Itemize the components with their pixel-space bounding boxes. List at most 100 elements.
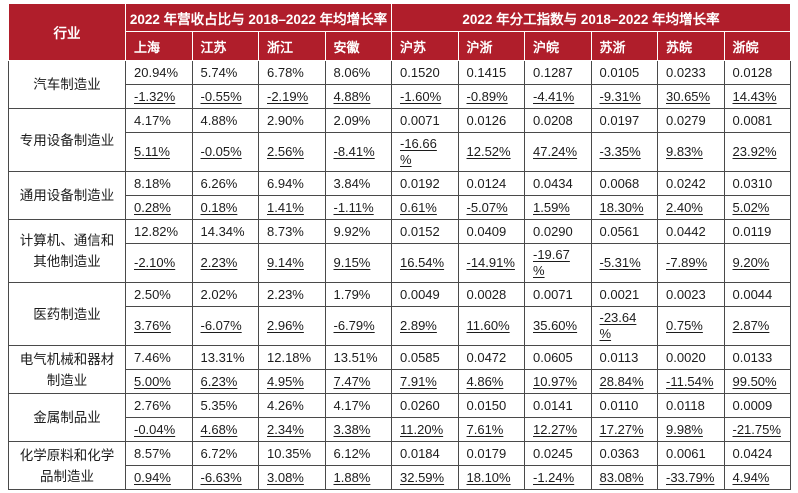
column-header: 沪苏: [391, 31, 459, 61]
value-cell: 0.0279: [657, 108, 725, 133]
value-cell: 0.1520: [391, 60, 459, 85]
value-cell: 8.57%: [125, 441, 193, 466]
growth-cell: -0.89%: [457, 84, 525, 109]
table-row-values: 化学原料和化学品制造业 8.57% 6.72% 10.35% 6.12% 0.0184 0.…: [8, 441, 791, 490]
growth-cell: 12.52%: [457, 132, 525, 172]
value-cell: 0.0124: [457, 171, 525, 196]
value-cell: 0.0119: [723, 219, 791, 244]
growth-cell: 28.84%: [590, 369, 658, 394]
growth-cell: 4.68%: [191, 417, 259, 442]
value-cell: 0.0409: [457, 219, 525, 244]
value-cell: 12.82%: [125, 219, 193, 244]
value-cell: 0.0113: [590, 345, 658, 370]
growth-cell: 18.10%: [457, 465, 525, 490]
table-row-values: 金属制品业 2.76% 5.35% 4.26% 4.17% 0.0260 0.0150 0.0…: [8, 393, 791, 442]
growth-cell: 2.89%: [391, 306, 459, 346]
value-cell: 0.0242: [657, 171, 725, 196]
growth-cell: 9.83%: [657, 132, 725, 172]
table-row-values: 电气机械和器材制造业 7.46% 13.31% 12.18% 13.51% 0.0585 0…: [8, 345, 791, 394]
growth-cell: -9.31%: [590, 84, 658, 109]
value-cell: 0.0363: [590, 441, 658, 466]
table-row-growth: -1.32% -0.55% -2.19% 4.88% -1.60% -0.89% -4.41…: [9, 84, 791, 109]
group-header-row: 行业 2022 年营收占比与 2018–2022 年均增长率 2022 年分工指…: [8, 3, 791, 61]
value-cell: 4.88%: [191, 108, 259, 133]
column-header: 江苏: [191, 31, 259, 61]
value-cell: 0.0442: [657, 219, 725, 244]
value-cell: 20.94%: [125, 60, 193, 85]
growth-cell: 3.08%: [258, 465, 326, 490]
growth-cell: -3.35%: [590, 132, 658, 172]
growth-cell: 83.08%: [590, 465, 658, 490]
growth-cell: -0.04%: [125, 417, 193, 442]
value-cell: 0.0128: [723, 60, 791, 85]
growth-cell: -4.41%: [524, 84, 592, 109]
value-cell: 2.23%: [258, 282, 326, 307]
growth-cell: 1.88%: [324, 465, 392, 490]
value-cell: 0.0585: [391, 345, 459, 370]
value-cell: 6.78%: [258, 60, 326, 85]
value-cell: 0.0081: [723, 108, 791, 133]
value-cell: 2.50%: [125, 282, 193, 307]
growth-cell: 0.75%: [657, 306, 725, 346]
column-header: 苏浙: [590, 31, 658, 61]
growth-cell: -1.24%: [524, 465, 592, 490]
growth-cell: -11.54%: [657, 369, 725, 394]
growth-cell: 4.86%: [457, 369, 525, 394]
value-cell: 0.0260: [391, 393, 459, 418]
column-header: 苏皖: [657, 31, 725, 61]
value-cell: 0.0152: [391, 219, 459, 244]
value-cell: 2.90%: [258, 108, 326, 133]
growth-cell: 2.34%: [258, 417, 326, 442]
table-row-growth: -2.10% 2.23% 9.14% 9.15% 16.54% -14.91% -19.67…: [9, 243, 791, 283]
value-cell: 0.0290: [524, 219, 592, 244]
value-cell: 8.73%: [258, 219, 326, 244]
value-cell: 0.0197: [590, 108, 658, 133]
table-row-values: 医药制造业 2.50% 2.02% 2.23% 1.79% 0.0049 0.0028 0.0…: [8, 282, 791, 346]
column-header: 安徽: [324, 31, 392, 61]
industry-column-header: 行业: [8, 3, 126, 61]
value-cell: 0.0105: [590, 60, 658, 85]
value-cell: 0.0118: [657, 393, 725, 418]
value-cell: 0.1287: [524, 60, 592, 85]
growth-cell: 0.28%: [125, 195, 193, 220]
growth-cell: 9.98%: [657, 417, 725, 442]
growth-cell: -6.07%: [191, 306, 259, 346]
value-cell: 0.0310: [723, 171, 791, 196]
growth-cell: 3.76%: [125, 306, 193, 346]
value-cell: 0.0424: [723, 441, 791, 466]
table-row-growth: 5.00% 6.23% 4.95% 7.47% 7.91% 4.86% 10.97% 28.8…: [9, 369, 791, 394]
value-cell: 6.12%: [324, 441, 392, 466]
value-cell: 0.0049: [391, 282, 459, 307]
industry-division-table: 行业 2022 年营收占比与 2018–2022 年均增长率 2022 年分工指…: [8, 3, 791, 490]
industry-cell: 汽车制造业: [8, 60, 126, 109]
value-cell: 14.34%: [191, 219, 259, 244]
industry-cell: 专用设备制造业: [8, 108, 126, 172]
growth-cell: 1.59%: [524, 195, 592, 220]
growth-cell: -2.10%: [125, 243, 193, 283]
growth-cell: -6.79%: [324, 306, 392, 346]
value-cell: 7.46%: [125, 345, 193, 370]
industry-cell: 化学原料和化学品制造业: [8, 441, 126, 490]
growth-cell: 0.18%: [191, 195, 259, 220]
value-cell: 0.0561: [590, 219, 658, 244]
value-cell: 0.0179: [457, 441, 525, 466]
growth-cell: 0.94%: [125, 465, 193, 490]
growth-cell: 2.23%: [191, 243, 259, 283]
value-cell: 12.18%: [258, 345, 326, 370]
growth-cell: -0.05%: [191, 132, 259, 172]
growth-cell: -2.19%: [258, 84, 326, 109]
table-header: 行业 2022 年营收占比与 2018–2022 年均增长率 2022 年分工指…: [8, 3, 791, 61]
growth-cell: -8.41%: [324, 132, 392, 172]
value-cell: 0.0126: [457, 108, 525, 133]
growth-cell: 2.87%: [723, 306, 791, 346]
growth-cell: 5.00%: [125, 369, 193, 394]
value-cell: 0.0071: [524, 282, 592, 307]
growth-cell: 6.23%: [191, 369, 259, 394]
value-cell: 0.0061: [657, 441, 725, 466]
growth-cell: -21.75%: [723, 417, 791, 442]
growth-cell: 16.54%: [391, 243, 459, 283]
growth-cell: -19.67 %: [524, 243, 592, 283]
growth-cell: 4.88%: [324, 84, 392, 109]
table-row-growth: 0.28% 0.18% 1.41% -1.11% 0.61% -5.07% 1.59% 18.…: [9, 195, 791, 220]
